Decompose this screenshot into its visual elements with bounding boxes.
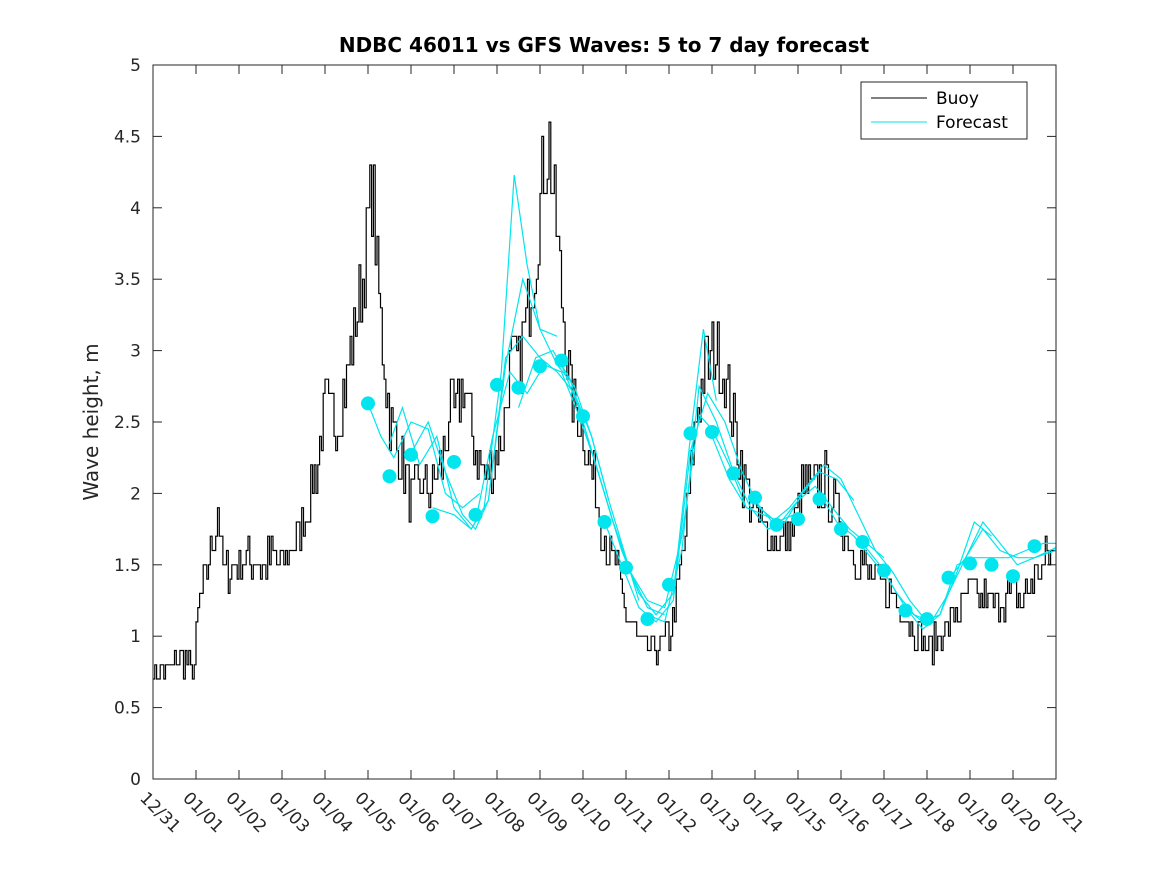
y-tick-label: 1 — [130, 627, 141, 647]
forecast-marker — [576, 409, 590, 424]
forecast-marker — [533, 359, 547, 374]
buoy-series-line — [153, 121, 1056, 680]
legend-forecast-label: Forecast — [936, 113, 1008, 133]
legend: Buoy Forecast — [860, 81, 1028, 140]
y-tick-label: 0.5 — [114, 699, 141, 719]
forecast-marker — [941, 570, 956, 585]
forecast-marker — [963, 556, 977, 571]
y-tick-label: 2 — [130, 484, 141, 504]
y-tick-label: 3 — [130, 342, 141, 362]
forecast-marker — [705, 424, 719, 439]
forecast-marker — [361, 396, 375, 411]
forecast-marker — [920, 612, 934, 627]
forecast-marker — [640, 612, 655, 627]
forecast-marker — [554, 353, 569, 368]
forecast-marker — [662, 577, 676, 592]
forecast-series-line — [647, 384, 855, 623]
forecast-marker — [404, 447, 418, 462]
forecast-marker — [834, 522, 848, 537]
forecast-marker — [984, 557, 999, 572]
forecast-marker — [447, 454, 461, 469]
forecast-marker — [425, 509, 440, 524]
y-tick-label: 3.5 — [114, 270, 141, 290]
forecast-marker — [1006, 569, 1020, 584]
y-tick-label: 0 — [130, 770, 141, 790]
forecast-series-line — [754, 463, 928, 623]
y-tick-label: 4 — [130, 199, 141, 219]
forecast-marker — [490, 377, 504, 392]
forecast-marker — [468, 507, 483, 522]
forecast-marker — [855, 534, 870, 549]
forecast-series-line — [410, 276, 610, 531]
forecast-series-line — [432, 335, 640, 601]
forecast-marker — [769, 517, 784, 532]
forecast-marker — [812, 492, 827, 507]
forecast-marker — [877, 563, 891, 578]
y-tick-label: 1.5 — [114, 556, 141, 576]
forecast-marker — [511, 380, 526, 395]
y-tick-label: 5 — [130, 56, 141, 76]
forecast-marker — [683, 426, 698, 441]
legend-box — [860, 81, 1028, 140]
axes-box — [152, 64, 1057, 780]
forecast-series-line — [367, 403, 481, 509]
legend-buoy-label: Buoy — [936, 89, 979, 109]
forecast-marker — [1027, 539, 1042, 554]
y-tick-label: 4.5 — [114, 127, 141, 147]
forecast-marker — [898, 603, 913, 618]
forecast-marker — [619, 560, 633, 575]
y-tick-label: 2.5 — [114, 413, 141, 433]
forecast-marker — [382, 469, 397, 484]
forecast-marker — [748, 490, 762, 505]
chart-title: NDBC 46011 vs GFS Waves: 5 to 7 day fore… — [339, 33, 870, 57]
y-axis-label: Wave height, m — [79, 343, 103, 500]
forecast-series-line — [948, 520, 1057, 580]
forecast-marker — [726, 466, 741, 481]
forecast-series-line — [862, 528, 1057, 623]
forecast-marker — [791, 512, 805, 527]
forecast-series-line — [711, 436, 885, 559]
forecast-marker — [597, 514, 612, 529]
